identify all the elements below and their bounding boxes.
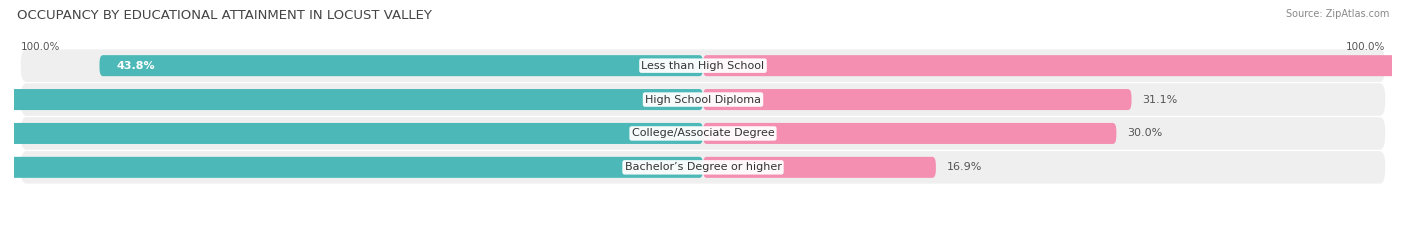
Text: 100.0%: 100.0%: [1346, 42, 1385, 52]
FancyBboxPatch shape: [703, 89, 1132, 110]
Text: 30.0%: 30.0%: [1128, 128, 1163, 138]
Text: 43.8%: 43.8%: [117, 61, 155, 71]
FancyBboxPatch shape: [703, 55, 1406, 76]
FancyBboxPatch shape: [21, 49, 1385, 82]
Text: High School Diploma: High School Diploma: [645, 95, 761, 105]
FancyBboxPatch shape: [703, 157, 936, 178]
Text: 16.9%: 16.9%: [946, 162, 983, 172]
FancyBboxPatch shape: [100, 55, 703, 76]
FancyBboxPatch shape: [21, 117, 1385, 150]
Text: College/Associate Degree: College/Associate Degree: [631, 128, 775, 138]
Text: Bachelor’s Degree or higher: Bachelor’s Degree or higher: [624, 162, 782, 172]
Text: Source: ZipAtlas.com: Source: ZipAtlas.com: [1285, 9, 1389, 19]
Text: 100.0%: 100.0%: [21, 42, 60, 52]
FancyBboxPatch shape: [0, 123, 703, 144]
FancyBboxPatch shape: [703, 123, 1116, 144]
FancyBboxPatch shape: [0, 89, 703, 110]
FancyBboxPatch shape: [21, 83, 1385, 116]
Text: OCCUPANCY BY EDUCATIONAL ATTAINMENT IN LOCUST VALLEY: OCCUPANCY BY EDUCATIONAL ATTAINMENT IN L…: [17, 9, 432, 22]
FancyBboxPatch shape: [21, 151, 1385, 184]
FancyBboxPatch shape: [0, 157, 703, 178]
Text: 31.1%: 31.1%: [1143, 95, 1178, 105]
Text: Less than High School: Less than High School: [641, 61, 765, 71]
